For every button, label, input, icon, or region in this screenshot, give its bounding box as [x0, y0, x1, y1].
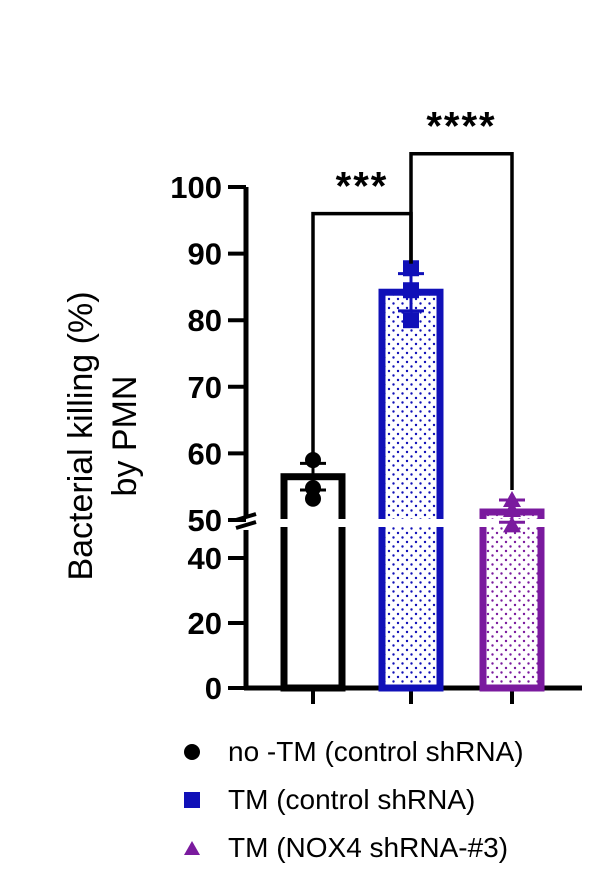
y-axis-label-line-1: Bacterial killing (%): [62, 291, 100, 580]
significance-bracket-2: [409, 151, 514, 491]
y-tick-label-90: 90: [188, 237, 222, 272]
data-point-2-3: [403, 312, 419, 329]
data-point-2-1: [403, 260, 419, 277]
significance-label-1: ***: [336, 165, 389, 209]
data-point-3-1: [503, 491, 521, 508]
bar-2: [378, 288, 444, 692]
data-point-3-3: [503, 516, 521, 533]
legend-label: TM (NOX4 shRNA-#3): [228, 832, 509, 863]
data-point-1-3: [305, 490, 321, 507]
data-point-1-1: [305, 452, 321, 469]
bar-break-gap-1: [279, 519, 347, 527]
significance-label-2: ****: [426, 105, 496, 149]
triangle-marker-icon: [172, 838, 212, 858]
legend-label: TM (control shRNA): [228, 784, 476, 815]
y-axis-label: Bacterial killing (%) by PMN: [62, 291, 144, 580]
legend-label: no -TM (control shRNA): [228, 736, 524, 767]
bar-3: [479, 508, 545, 692]
legend-item-tm-control: TM (control shRNA): [172, 776, 524, 824]
bar-1: [280, 473, 346, 692]
y-tick-label-60: 60: [188, 436, 222, 471]
y-tick-label-100: 100: [170, 170, 222, 205]
legend: no -TM (control shRNA) TM (control shRNA…: [172, 728, 524, 872]
y-axis-label-line-2: by PMN: [106, 376, 144, 497]
legend-item-tm-nox4: TM (NOX4 shRNA-#3): [172, 824, 524, 872]
legend-item-no-tm: no -TM (control shRNA): [172, 728, 524, 776]
y-tick-label-40: 40: [188, 541, 222, 576]
square-marker-icon: [172, 790, 212, 810]
y-tick-label-0: 0: [205, 671, 222, 706]
circle-marker-icon: [172, 742, 212, 762]
y-tick-label-70: 70: [188, 370, 222, 405]
y-tick-label-20: 20: [188, 606, 222, 641]
y-tick-label-80: 80: [188, 303, 222, 338]
y-tick-label-50: 50: [188, 503, 222, 538]
axis-break-mark: [235, 520, 257, 530]
data-point-3-2: [503, 501, 521, 518]
data-point-2-2: [403, 282, 419, 299]
bar-break-gap-2: [377, 519, 445, 527]
